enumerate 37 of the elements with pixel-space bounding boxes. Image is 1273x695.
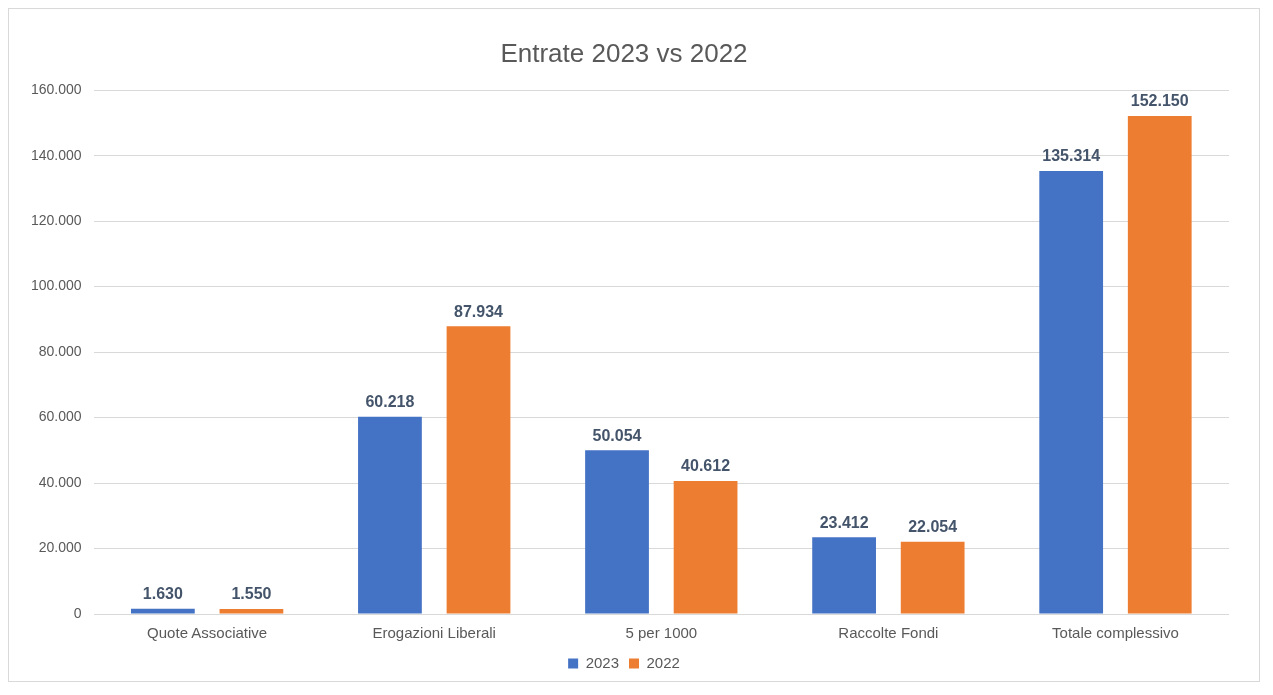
legend-label: 2023 [585, 653, 620, 671]
bar [673, 481, 738, 614]
x-tick-label: Erogazioni Liberali [372, 624, 496, 642]
x-tick-label: Raccolte Fondi [838, 624, 939, 642]
bar [219, 608, 284, 614]
y-tick-label: 140.000 [31, 146, 82, 163]
y-tick-label: 120.000 [31, 212, 82, 229]
bar [585, 450, 649, 614]
data-label: 152.150 [1130, 92, 1189, 110]
data-label: 87.934 [454, 302, 504, 320]
bar [1127, 115, 1192, 614]
y-tick-label: 60.000 [38, 408, 82, 425]
chart-title: Entrate 2023 vs 2022 [500, 37, 748, 68]
bar [812, 537, 876, 614]
data-label: 40.612 [681, 457, 731, 475]
data-label: 60.218 [365, 393, 415, 411]
legend-label: 2022 [646, 653, 680, 671]
bar [358, 416, 422, 614]
bar [1039, 171, 1104, 614]
y-tick-label: 160.000 [31, 81, 82, 98]
y-tick-label: 40.000 [38, 473, 82, 490]
data-label: 1.550 [231, 585, 272, 603]
y-tick-label: 20.000 [38, 539, 82, 556]
data-label: 22.054 [908, 518, 958, 536]
x-tick-label: Totale complessivo [1052, 624, 1179, 642]
bar [900, 541, 965, 614]
data-label: 23.412 [819, 513, 869, 531]
data-label: 1.630 [142, 585, 183, 603]
y-tick-label: 100.000 [31, 277, 82, 294]
bar [130, 608, 195, 614]
x-tick-label: Quote Associative [147, 624, 268, 642]
y-tick-label: 0 [73, 604, 82, 621]
data-label: 50.054 [592, 426, 642, 444]
data-label: 135.314 [1042, 147, 1101, 165]
y-tick-label: 80.000 [38, 342, 82, 359]
x-tick-label: 5 per 1000 [625, 624, 698, 642]
bar [446, 326, 511, 614]
